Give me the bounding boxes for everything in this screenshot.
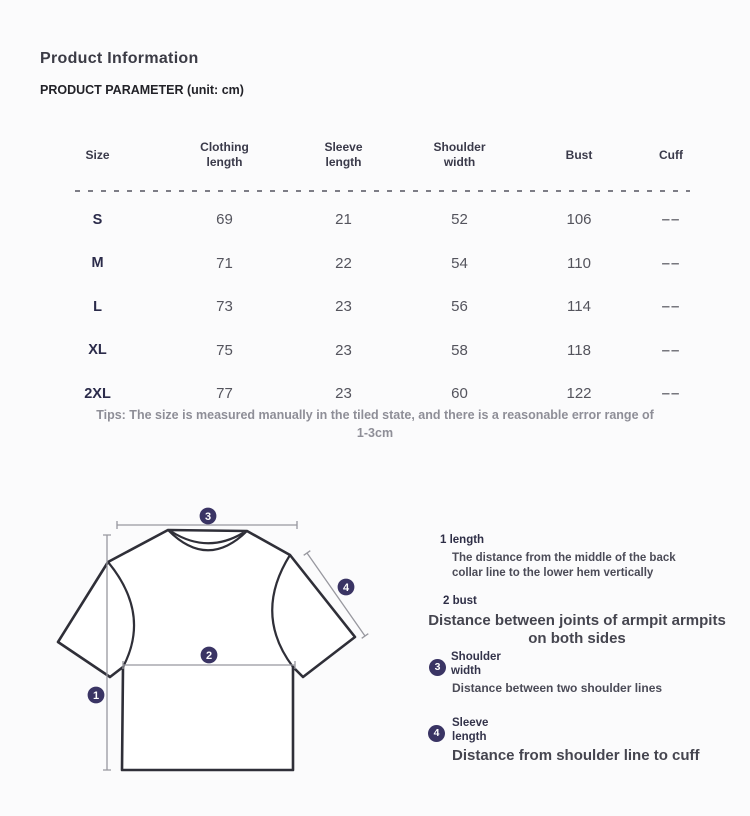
right-armhole-seam	[271, 553, 295, 669]
clothing-length-cell: 77	[216, 385, 233, 403]
collar-outer-curve	[166, 528, 249, 552]
sleeve-length-cell: 23	[335, 385, 352, 403]
collar-inner-curve	[170, 530, 245, 545]
header-size: Size	[85, 147, 110, 162]
bust-cell: 118	[567, 341, 591, 359]
sleeve-length-cell: 23	[335, 298, 352, 316]
bust-cell: 114	[567, 298, 591, 316]
legend-desc-bust: Distance between joints of armpit armpit…	[428, 612, 726, 647]
bust-line	[122, 661, 296, 669]
legend-badge-4: 4	[428, 725, 445, 742]
sleeve-length-line	[303, 550, 369, 639]
legend-desc-shoulder-width: Distance between two shoulder lines	[452, 681, 663, 695]
sleeve-length-cell: 21	[335, 211, 352, 229]
shoulder-width-cell: 52	[451, 211, 468, 229]
tshirt-seams	[106, 528, 295, 669]
clothing-length-cell: 75	[216, 341, 233, 359]
table-row-2xl: 2XL 77 23 60 122 ––	[40, 372, 710, 416]
measurement-tips: Tips: The size is measured manually in t…	[0, 406, 750, 442]
shoulder-width-cell: 58	[451, 341, 468, 359]
table-row-xl: XL 75 23 58 118 ––	[40, 329, 710, 373]
product-parameter-subtitle: PRODUCT PARAMETER (unit: cm)	[40, 83, 244, 97]
cuff-cell: ––	[661, 211, 681, 229]
size-cell: XL	[88, 342, 107, 359]
clothing-length-cell: 73	[216, 298, 233, 316]
shoulder-width-cell: 56	[451, 298, 468, 316]
page-title: Product Information	[40, 50, 199, 67]
shoulder-width-cell: 60	[451, 385, 468, 403]
bust-cell: 110	[567, 254, 591, 272]
size-cell: S	[92, 211, 103, 228]
svg-text:4: 4	[343, 582, 350, 594]
table-row-m: M 71 22 54 110 ––	[40, 242, 710, 286]
size-table: Size Clothing length Sleeve length Shoul…	[40, 131, 710, 416]
tips-line-2: 1-3cm	[356, 426, 394, 440]
clothing-length-cell: 71	[216, 254, 233, 272]
table-row-s: S 69 21 52 106 ––	[40, 198, 710, 242]
header-bust: Bust	[565, 147, 593, 162]
legend-title-length: 1 length	[440, 534, 485, 546]
legend-badge-3: 3	[429, 659, 446, 676]
tips-line-1: Tips: The size is measured manually in t…	[96, 408, 654, 422]
marker-3: 3	[199, 507, 217, 525]
cuff-cell: ––	[661, 254, 681, 272]
legend-desc-length: The distance from the middle of the back…	[452, 552, 676, 579]
measurement-lines	[103, 521, 369, 771]
legend-label-shoulder-width: Shoulder width	[451, 651, 501, 677]
table-body: S 69 21 52 106 –– M 71 22 54 110 –– L 73…	[40, 192, 710, 416]
tshirt-measurement-diagram: 1 2 3 4	[56, 507, 369, 772]
header-shoulder-width: Shoulder width	[433, 140, 486, 169]
table-divider	[75, 190, 690, 192]
legend-title-bust: 2 bust	[443, 595, 477, 607]
svg-text:1: 1	[93, 690, 99, 702]
table-header-row: Size Clothing length Sleeve length Shoul…	[40, 131, 710, 179]
shoulder-width-cell: 54	[451, 254, 468, 272]
cuff-cell: ––	[661, 385, 681, 403]
header-sleeve-length: Sleeve length	[324, 140, 363, 169]
header-cuff: Cuff	[659, 147, 683, 162]
bust-cell: 106	[566, 211, 592, 229]
cuff-cell: ––	[661, 341, 681, 359]
diagram-markers: 1 2 3 4	[87, 507, 355, 704]
cuff-cell: ––	[661, 298, 681, 316]
svg-text:2: 2	[206, 650, 212, 662]
legend-desc-sleeve-length: Distance from shoulder line to cuff	[452, 747, 700, 764]
size-cell: M	[91, 255, 104, 272]
legend-label-sleeve-length: Sleeve length	[452, 717, 489, 743]
size-cell: L	[93, 298, 102, 315]
left-armhole-seam	[106, 560, 136, 669]
length-line	[103, 534, 111, 771]
marker-1: 1	[87, 686, 105, 704]
svg-text:3: 3	[205, 511, 211, 523]
marker-2: 2	[200, 646, 218, 664]
size-cell: 2XL	[84, 385, 111, 402]
table-row-l: L 73 23 56 114 ––	[40, 285, 710, 329]
clothing-length-cell: 69	[216, 211, 233, 229]
shoulder-width-line	[116, 521, 298, 529]
header-clothing-length: Clothing length	[200, 140, 249, 169]
bust-cell: 122	[566, 385, 592, 403]
marker-4: 4	[337, 578, 355, 596]
sleeve-length-cell: 22	[335, 254, 352, 272]
sleeve-length-cell: 23	[335, 341, 352, 359]
